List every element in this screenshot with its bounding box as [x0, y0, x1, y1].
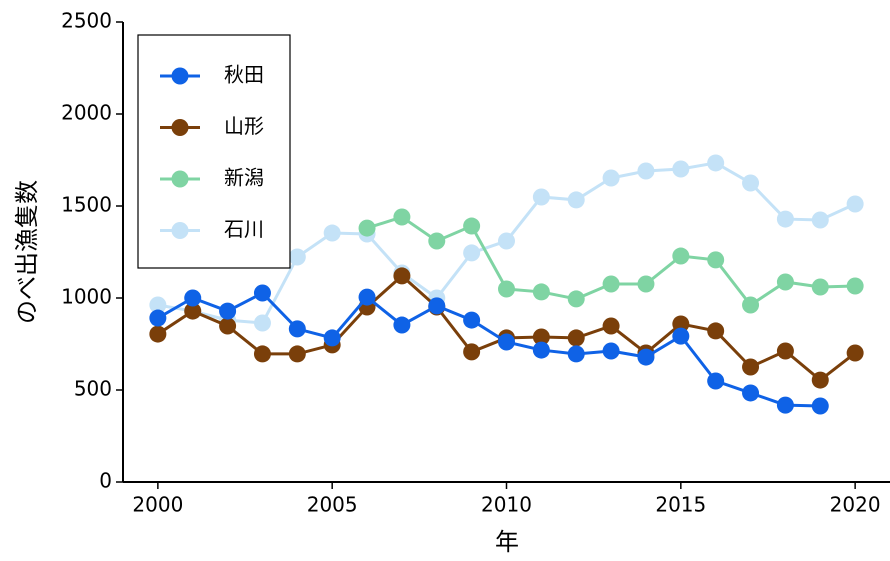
- data-point: [428, 232, 446, 250]
- data-point: [219, 302, 237, 320]
- data-point: [184, 289, 202, 307]
- x-tick-label: 2005: [307, 493, 358, 517]
- data-point: [776, 210, 794, 228]
- data-point: [846, 195, 864, 213]
- data-point: [149, 325, 167, 343]
- data-point: [532, 341, 550, 359]
- data-point: [498, 232, 515, 250]
- data-point: [393, 267, 411, 285]
- data-point: [532, 283, 550, 301]
- data-point: [672, 315, 690, 333]
- data-point: [498, 280, 515, 298]
- y-axis-label: のべ出漁隻数: [13, 180, 41, 324]
- legend-label: 新潟: [224, 166, 264, 190]
- legend-marker: [171, 119, 189, 136]
- data-point: [637, 348, 655, 366]
- data-point: [707, 322, 725, 340]
- data-point: [776, 396, 794, 414]
- data-point: [428, 297, 446, 315]
- data-point: [463, 217, 481, 235]
- legend-label: 山形: [224, 114, 264, 138]
- legend-marker: [171, 222, 189, 239]
- y-tick-label: 2000: [61, 101, 112, 125]
- data-point: [288, 248, 306, 266]
- x-tick-label: 2020: [830, 493, 881, 517]
- data-point: [463, 343, 481, 361]
- data-point: [463, 311, 481, 329]
- data-point: [567, 329, 585, 347]
- data-point: [532, 188, 550, 206]
- data-point: [742, 384, 760, 402]
- data-point: [672, 247, 690, 265]
- data-point: [637, 162, 655, 180]
- data-point: [288, 345, 306, 363]
- data-point: [253, 345, 271, 363]
- data-point: [672, 327, 690, 345]
- data-point: [707, 154, 725, 172]
- data-point: [323, 224, 341, 242]
- data-point: [742, 358, 760, 376]
- data-point: [358, 219, 376, 237]
- y-tick-label: 500: [74, 377, 112, 401]
- data-point: [393, 208, 411, 226]
- data-point: [846, 344, 864, 362]
- legend-marker: [171, 67, 189, 85]
- data-point: [393, 316, 411, 334]
- data-point: [358, 288, 376, 306]
- data-point: [567, 191, 585, 209]
- x-axis-label: 年: [495, 528, 519, 556]
- x-tick-label: 2010: [481, 493, 532, 517]
- data-point: [707, 251, 725, 269]
- data-point: [811, 371, 829, 389]
- legend-label: 秋田: [224, 63, 264, 87]
- y-tick-label: 1000: [61, 285, 112, 309]
- data-point: [742, 174, 760, 192]
- data-point: [776, 342, 794, 360]
- y-tick-label: 1500: [61, 193, 112, 217]
- data-point: [219, 317, 237, 335]
- data-point: [463, 244, 481, 262]
- data-point: [811, 397, 829, 415]
- data-point: [184, 302, 202, 320]
- data-point: [846, 277, 864, 295]
- data-point: [776, 273, 794, 291]
- data-point: [672, 160, 690, 178]
- data-point: [602, 342, 620, 360]
- data-point: [149, 296, 167, 314]
- data-point: [532, 328, 550, 346]
- x-tick-label: 2000: [132, 493, 183, 517]
- data-point: [811, 278, 829, 296]
- data-point: [637, 275, 655, 293]
- data-point: [498, 333, 515, 351]
- data-point: [707, 372, 725, 390]
- data-point: [253, 314, 271, 332]
- x-tick-label: 2015: [655, 493, 706, 517]
- legend-label: 石川: [224, 217, 264, 241]
- data-point: [323, 329, 341, 347]
- data-point: [602, 169, 620, 187]
- y-tick-label: 2500: [61, 9, 112, 33]
- data-point: [253, 284, 271, 302]
- data-point: [602, 275, 620, 293]
- data-point: [811, 211, 829, 229]
- y-tick-label: 0: [99, 469, 112, 493]
- data-point: [288, 320, 306, 338]
- legend-marker: [171, 170, 189, 188]
- data-point: [742, 296, 760, 314]
- data-point: [567, 290, 585, 308]
- data-point: [149, 309, 167, 327]
- data-point: [602, 317, 620, 335]
- data-point: [567, 345, 585, 363]
- legend-box: [137, 34, 291, 269]
